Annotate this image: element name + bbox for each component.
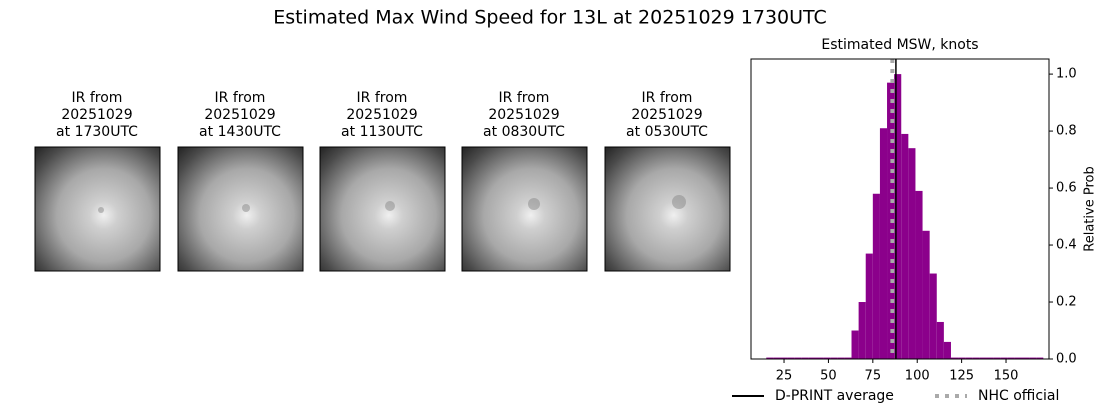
bar (851, 330, 859, 359)
x-tick-label: 25 (776, 369, 793, 384)
satellite-image (319, 146, 446, 272)
bar (979, 357, 987, 359)
chart-title: Estimated MSW, knots (821, 37, 978, 53)
y-tick-label: 0.6 (1056, 181, 1077, 196)
panel-caption: at 1730UTC (56, 124, 138, 140)
bar (1036, 357, 1044, 359)
x-tick-label: 100 (905, 369, 930, 384)
storm-eye (672, 195, 686, 209)
bar (901, 133, 909, 359)
panel-caption: 20251029 (61, 107, 132, 123)
bar (823, 357, 831, 359)
y-axis-label: Relative Prob (1083, 166, 1098, 251)
panel-caption: at 0830UTC (483, 124, 565, 140)
bar (1029, 357, 1037, 359)
panel-caption: IR from (215, 90, 266, 106)
storm-eye (528, 198, 540, 210)
bar (858, 302, 866, 359)
legend-label: D-PRINT average (775, 388, 894, 404)
bar (915, 190, 923, 359)
bar (794, 357, 802, 359)
storm-eye (385, 201, 395, 211)
panel-caption: at 1130UTC (341, 124, 423, 140)
x-tick-label: 50 (820, 369, 837, 384)
panel-caption: IR from (72, 90, 123, 106)
bar (1022, 357, 1030, 359)
bar (830, 357, 838, 359)
y-tick-label: 0.4 (1056, 238, 1077, 253)
y-tick-label: 0.0 (1056, 352, 1077, 367)
figure-title: Estimated Max Wind Speed for 13L at 2025… (273, 7, 827, 29)
bar (879, 128, 888, 359)
storm-eye (242, 204, 250, 212)
satellite-image (604, 146, 731, 272)
bar (815, 357, 824, 359)
panel-caption: IR from (357, 90, 408, 106)
satellite-image (461, 146, 588, 272)
bar (943, 341, 951, 359)
y-tick-label: 0.8 (1056, 124, 1077, 139)
bar (936, 321, 944, 359)
bar (908, 148, 916, 359)
bar (894, 74, 902, 359)
panel-caption: IR from (499, 90, 550, 106)
y-tick-label: 0.2 (1056, 295, 1077, 310)
panel-caption: 20251029 (204, 107, 275, 123)
bar (972, 357, 980, 359)
x-tick-label: 150 (994, 369, 1019, 384)
bar (958, 357, 966, 359)
bar (922, 230, 930, 359)
bar (766, 357, 774, 359)
bar (929, 273, 937, 359)
bar (1000, 357, 1008, 359)
bar (950, 357, 959, 359)
panel-caption: 20251029 (488, 107, 559, 123)
plot-frame (750, 58, 1050, 360)
bar (837, 357, 845, 359)
storm-eye (98, 207, 104, 213)
bar (986, 357, 994, 359)
x-tick-label: 125 (949, 369, 974, 384)
bar (808, 357, 816, 359)
legend-label: NHC official (978, 388, 1059, 404)
bar (1007, 357, 1015, 359)
bar (787, 357, 795, 359)
y-tick-label: 1.0 (1056, 67, 1077, 82)
bar (780, 357, 788, 359)
bar (993, 357, 1001, 359)
bar (1014, 357, 1023, 359)
bar (965, 357, 973, 359)
bar (773, 357, 781, 359)
satellite-image (177, 146, 304, 272)
panel-caption: 20251029 (346, 107, 417, 123)
satellite-image (34, 146, 161, 272)
bar (872, 193, 880, 359)
panel-caption: at 1430UTC (199, 124, 281, 140)
panel-caption: IR from (642, 90, 693, 106)
bar (844, 357, 852, 359)
bar (801, 357, 809, 359)
x-tick-label: 75 (865, 369, 882, 384)
panel-caption: at 0530UTC (626, 124, 708, 140)
panel-caption: 20251029 (631, 107, 702, 123)
bar (865, 253, 873, 359)
